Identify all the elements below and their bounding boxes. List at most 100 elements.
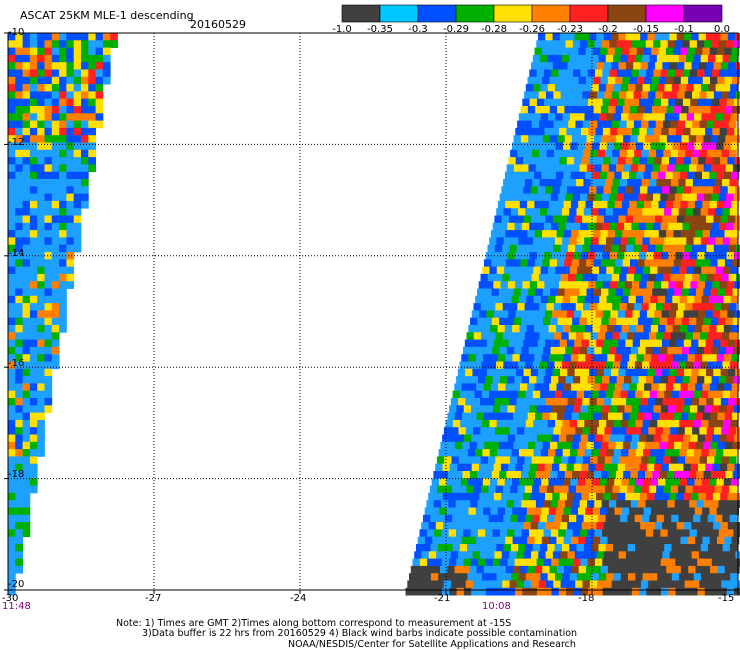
swath-cell: [593, 383, 601, 392]
swath-cell: [579, 500, 588, 508]
swath-cell: [660, 500, 668, 508]
swath-cell: [711, 558, 720, 567]
swath-cell: [591, 573, 600, 581]
swath-cell: [654, 310, 662, 319]
swath-cell: [51, 76, 60, 85]
swath-cell: [522, 281, 531, 289]
swath-cell: [557, 164, 566, 173]
swath-cell: [596, 33, 605, 41]
swath-cell: [475, 507, 484, 516]
swath-cell: [495, 456, 503, 465]
swath-cell: [691, 186, 699, 194]
swath-cell: [640, 339, 648, 348]
swath-cell: [671, 573, 680, 581]
swath-cell: [644, 76, 652, 85]
swath-cell: [554, 514, 563, 523]
swath-cell: [8, 383, 16, 392]
swath-cell: [519, 536, 528, 545]
swath-cell: [701, 84, 709, 92]
swath-cell: [722, 332, 730, 340]
swath-cell: [706, 580, 715, 589]
swath-cell: [641, 332, 650, 340]
swath-cell: [703, 106, 711, 114]
swath-cell: [29, 456, 38, 465]
swath-cell: [650, 478, 659, 486]
swath-cell: [527, 536, 535, 545]
swath-cell: [673, 200, 681, 209]
swath-cell: [722, 208, 731, 216]
swath-cell: [81, 127, 89, 136]
swath-cell: [451, 427, 459, 435]
swath-cell: [612, 456, 620, 465]
swath-cell: [558, 587, 567, 596]
swath-cell: [653, 529, 661, 538]
swath-cell: [612, 514, 621, 523]
swath-cell: [37, 54, 45, 63]
swath-cell: [59, 273, 67, 282]
swath-cell: [587, 193, 595, 202]
swath-cell: [477, 317, 485, 326]
swath-cell: [516, 580, 525, 589]
swath-cell: [533, 449, 542, 457]
swath-cell: [629, 354, 637, 362]
swath-cell: [697, 558, 705, 567]
swath-cell: [570, 478, 579, 486]
swath-cell: [520, 230, 528, 238]
swath-cell: [542, 471, 551, 479]
swath-cell: [565, 193, 574, 202]
swath-cell: [717, 288, 726, 297]
swath-cell: [37, 230, 45, 238]
swath-cell: [22, 62, 31, 70]
swath-cell: [520, 441, 529, 450]
swath-cell: [713, 398, 722, 406]
swath-cell: [626, 398, 634, 406]
swath-cell: [705, 492, 714, 501]
swath-cell: [604, 551, 612, 559]
swath-cell: [729, 179, 738, 187]
swath-cell: [22, 325, 31, 333]
swath-cell: [44, 40, 53, 48]
swath-cell: [102, 47, 111, 56]
swath-cell: [727, 157, 736, 165]
swath-cell: [678, 149, 686, 158]
swath-cell: [510, 208, 519, 216]
swath-cell: [591, 449, 600, 457]
swath-cell: [534, 354, 542, 362]
swath-cell: [512, 478, 520, 486]
swath-cell: [701, 449, 710, 457]
swath-cell: [699, 120, 708, 129]
swath-cell: [659, 412, 667, 421]
swath-cell: [551, 405, 559, 413]
swath-cell: [625, 463, 633, 472]
swath-cell: [650, 449, 658, 457]
swath-cell: [590, 456, 598, 465]
swath-cell: [15, 485, 23, 494]
swath-cell: [81, 47, 89, 56]
swath-cell: [689, 193, 698, 202]
swath-cell: [547, 390, 556, 399]
swath-cell: [484, 288, 492, 297]
swath-cell: [601, 471, 609, 479]
swath-cell: [727, 522, 736, 530]
swath-cell: [540, 237, 548, 246]
swath-cell: [559, 522, 568, 530]
swath-cell: [696, 471, 704, 479]
swath-cell: [706, 398, 714, 406]
swath-cell: [684, 580, 693, 589]
swath-cell: [502, 485, 511, 494]
swath-cell: [677, 273, 686, 282]
swath-cell: [618, 244, 627, 253]
swath-cell: [15, 288, 23, 297]
swath-cell: [531, 580, 540, 589]
swath-cell: [649, 179, 657, 187]
swath-cell: [8, 412, 16, 421]
swath-cell: [73, 230, 82, 238]
swath-cell: [549, 76, 558, 85]
swath-cell: [718, 193, 727, 202]
swath-cell: [609, 40, 617, 48]
swath-cell: [557, 346, 566, 355]
swath-cell: [618, 368, 627, 377]
lon-label-21: -21: [434, 593, 451, 604]
swath-cell: [37, 244, 45, 253]
swath-cell: [632, 339, 641, 348]
